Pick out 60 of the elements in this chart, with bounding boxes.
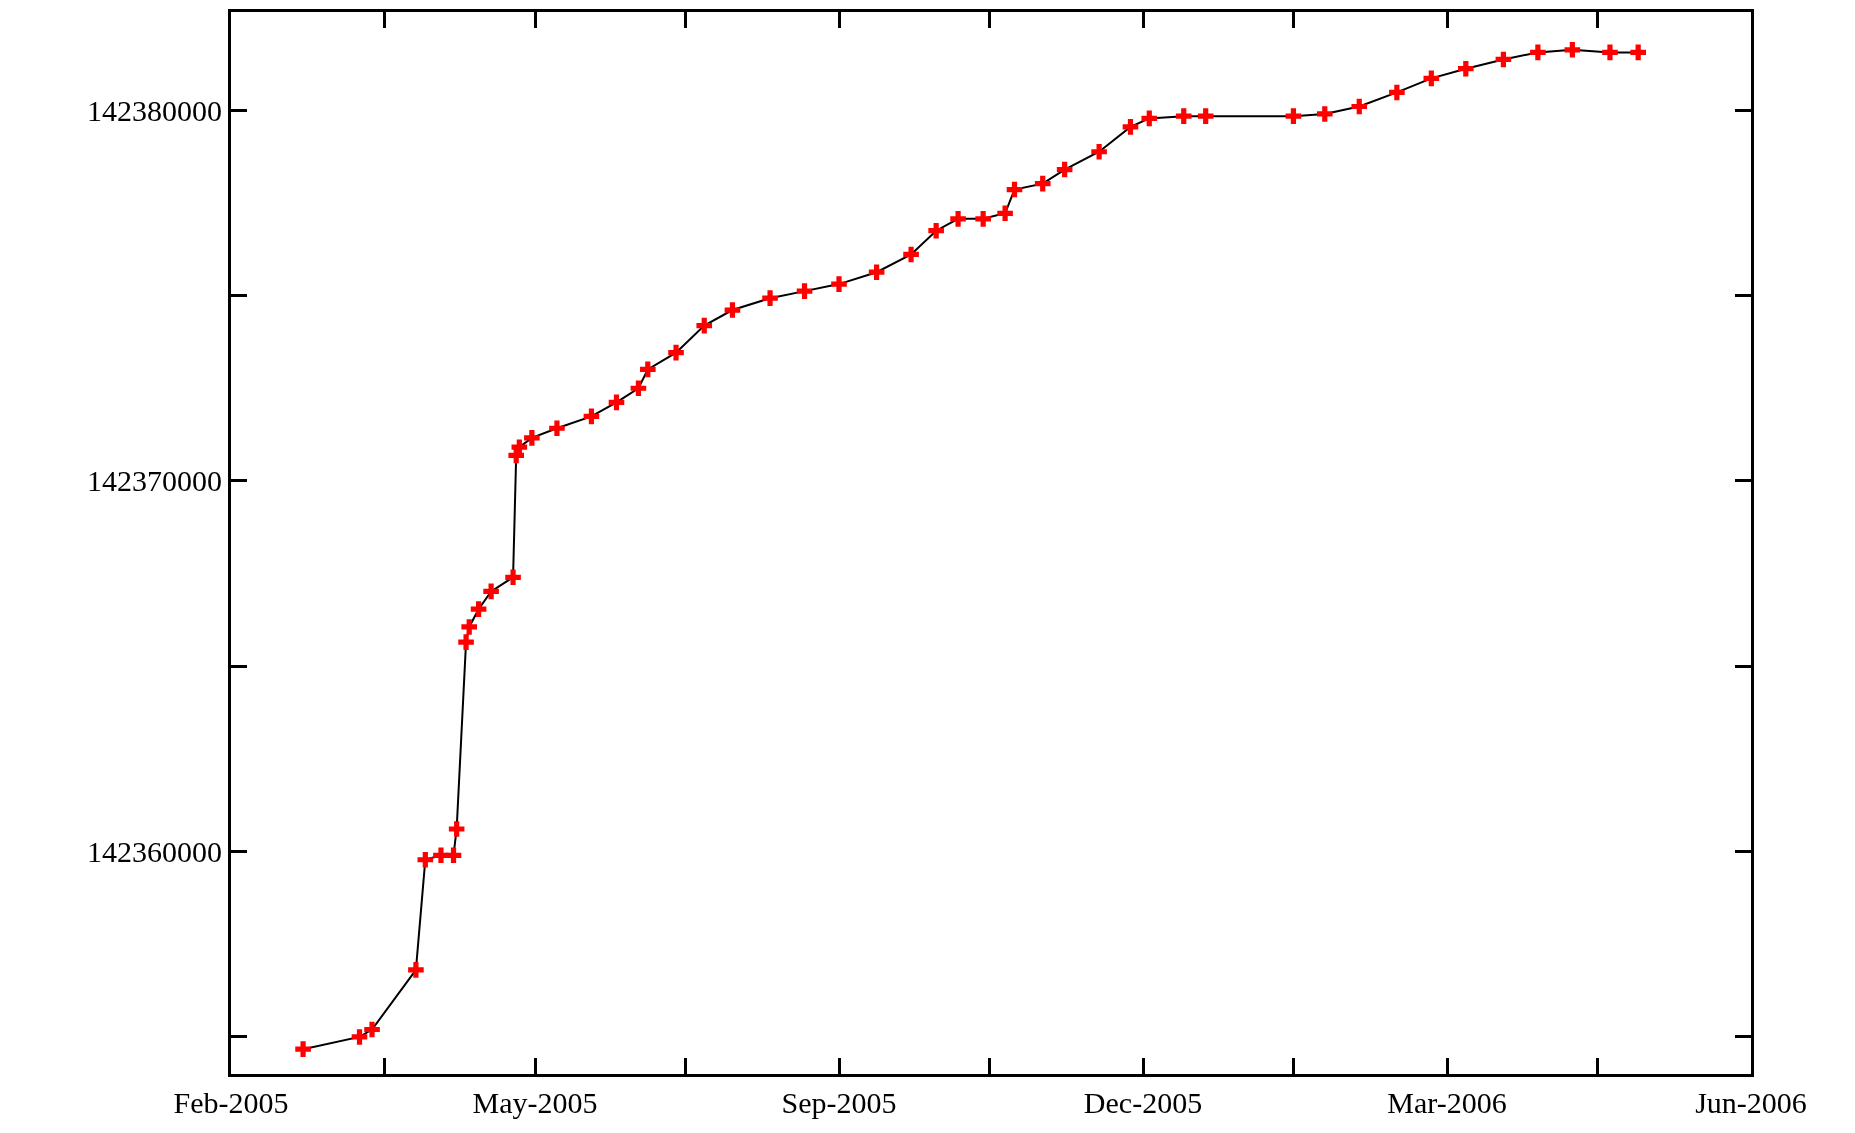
point (975, 211, 991, 227)
point (1458, 60, 1474, 77)
y-tick-label: 142380000 (87, 93, 222, 127)
point (364, 1021, 380, 1038)
point (1630, 44, 1646, 61)
point (696, 317, 713, 334)
point (1530, 44, 1546, 61)
x-tick-label: May-2005 (472, 1086, 598, 1119)
point (458, 634, 474, 650)
point (1351, 98, 1368, 115)
point (1564, 42, 1581, 58)
point (1423, 70, 1440, 87)
point (928, 222, 944, 239)
point (762, 290, 778, 306)
point (1316, 106, 1333, 122)
point (295, 1041, 311, 1057)
point (608, 394, 625, 411)
point (433, 847, 449, 864)
point (1122, 119, 1139, 135)
point (511, 439, 528, 455)
x-tick-label: Dec-2005 (1083, 1086, 1203, 1119)
point (1006, 181, 1023, 198)
point (997, 205, 1013, 222)
x-tick-label: Sep-2005 (781, 1086, 897, 1119)
point (1197, 108, 1214, 124)
point (505, 569, 521, 586)
x-tick-label: Mar-2006 (1387, 1086, 1507, 1119)
point (1091, 143, 1107, 160)
point (630, 380, 647, 397)
point (950, 211, 966, 227)
point (461, 619, 477, 635)
point (1285, 108, 1302, 124)
point (445, 847, 462, 864)
point (724, 302, 741, 318)
point (351, 1029, 368, 1045)
point (448, 821, 465, 837)
point (1495, 51, 1512, 68)
point (1389, 84, 1405, 101)
point (524, 430, 540, 446)
y-tick-label: 142360000 (87, 835, 222, 869)
point (408, 962, 424, 978)
point (1602, 44, 1618, 61)
point (640, 361, 656, 378)
point (470, 601, 487, 617)
point (903, 246, 919, 263)
y-tick-label: 142370000 (87, 464, 222, 498)
x-tick-label: Jun-2006 (1695, 1086, 1807, 1119)
point (549, 420, 565, 437)
point (1175, 108, 1192, 124)
point (1034, 175, 1051, 192)
point (1056, 161, 1073, 178)
point (831, 276, 847, 292)
point (1141, 110, 1158, 127)
point (483, 583, 499, 600)
point (417, 851, 434, 868)
point (868, 264, 885, 281)
point (583, 408, 600, 425)
x-tick-label: Feb-2005 (173, 1086, 289, 1119)
point (796, 283, 813, 299)
point (668, 344, 684, 361)
